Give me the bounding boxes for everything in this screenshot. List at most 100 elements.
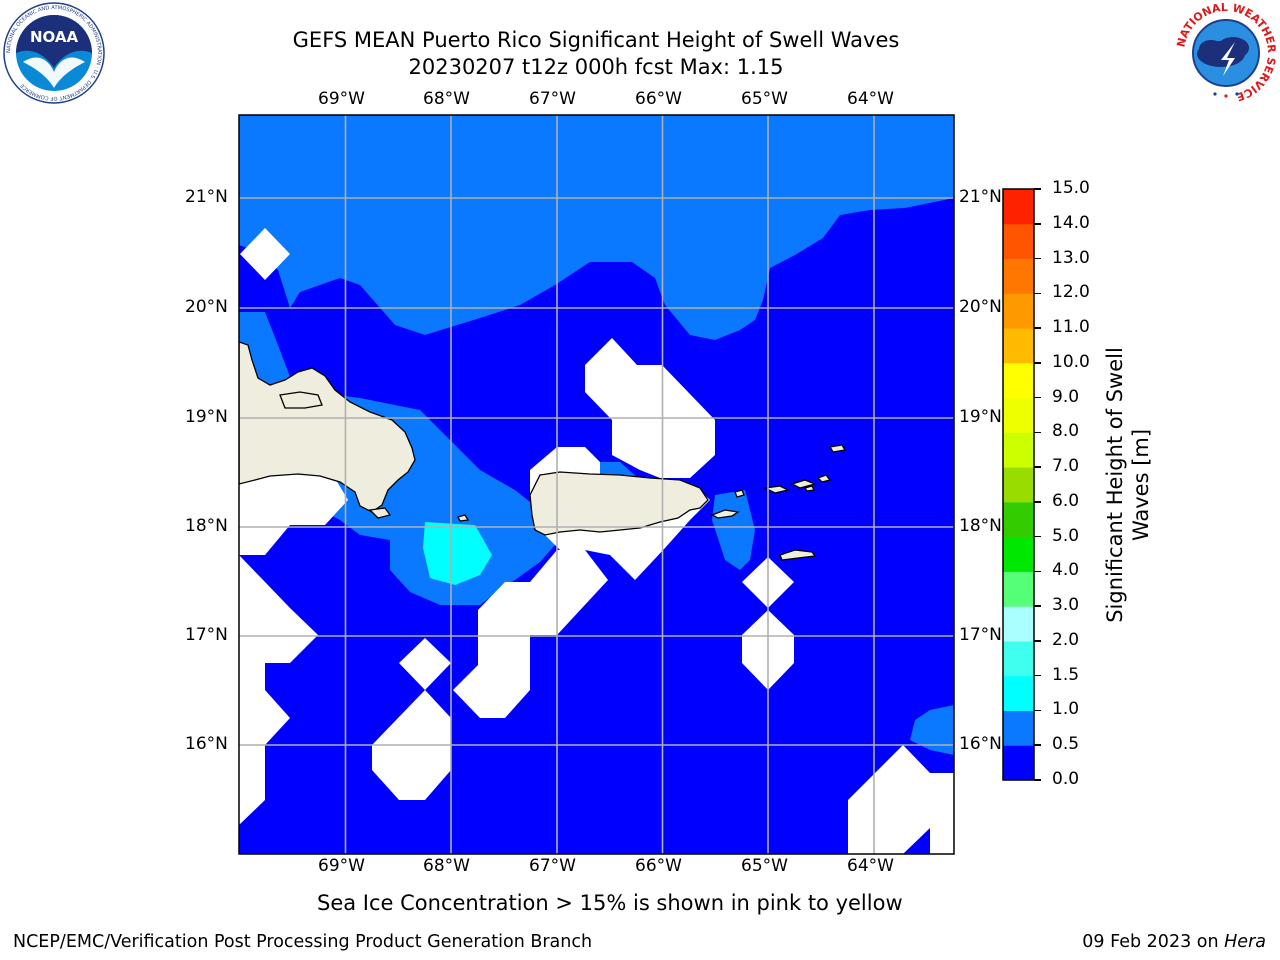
colorbar-tick-mark — [1034, 466, 1041, 468]
lat-label-right-19n: 19°N — [959, 407, 1002, 427]
sea-ice-note: Sea Ice Concentration > 15% is shown in … — [317, 891, 903, 915]
colorbar-cell-4 — [1003, 606, 1034, 642]
colorbar-label: Significant Height of Swell Waves [m] — [1102, 347, 1154, 623]
lat-label-left-18n: 18°N — [185, 516, 228, 536]
colorbar-tick-label: 9.0 — [1052, 386, 1080, 407]
colorbar-tick-label: 2.0 — [1052, 629, 1080, 650]
colorbar-tick-mark — [1034, 535, 1041, 538]
lon-label-bottom-66w: 66°W — [635, 856, 682, 876]
noaa-logo: NATIONAL OCEANIC AND ATMOSPHERIC ADMINIS… — [3, 2, 105, 104]
lat-label-right-20n: 20°N — [959, 297, 1002, 317]
colorbar-cell-3 — [1003, 640, 1034, 677]
st-thomas-island — [762, 485, 790, 494]
saona-island — [368, 507, 392, 519]
lat-label-right-18n: 18°N — [959, 516, 1002, 536]
colorbar-cell-15 — [1003, 223, 1034, 260]
colorbar-tick-mark — [1034, 223, 1041, 225]
culebra-island — [734, 489, 745, 498]
footer-date-text: 09 Feb 2023 on — [1082, 932, 1225, 952]
lat-label-left-19n: 19°N — [185, 407, 228, 427]
colorbar-cell-8 — [1003, 467, 1034, 503]
colorbar-tick-label: 1.5 — [1052, 664, 1080, 685]
colorbar-label-line2: Waves [m] — [1129, 428, 1153, 542]
anegada-island — [828, 444, 847, 453]
colorbar-tick-label: 13.0 — [1052, 247, 1090, 268]
colorbar-tick-label: 4.0 — [1052, 560, 1080, 581]
colorbar-tick-label: 11.0 — [1052, 317, 1090, 338]
colorbar-frame — [1002, 188, 1035, 781]
lon-label-top-66w: 66°W — [635, 89, 682, 109]
colorbar-tick-mark — [1034, 431, 1041, 434]
colorbar-cell-6 — [1003, 536, 1034, 572]
chart-subtitle: 20230207 t12z 000h fcst Max: 1.15 — [408, 55, 784, 79]
colorbar-cell-12 — [1003, 328, 1034, 364]
swell-band-0.5-1-north — [239, 115, 954, 340]
colorbar-cell-9 — [1003, 432, 1034, 468]
colorbar-tick-label: 0.5 — [1052, 734, 1080, 755]
lat-label-left-16n: 16°N — [185, 734, 228, 754]
colorbar-tick-mark — [1034, 779, 1041, 781]
lat-label-right-21n: 21°N — [959, 187, 1002, 207]
colorbar-tick-mark — [1034, 674, 1041, 677]
colorbar-tick-mark — [1034, 327, 1041, 329]
colorbar-cell-16 — [1003, 189, 1034, 225]
colorbar-tick-mark — [1034, 744, 1041, 746]
colorbar-tick-label: 15.0 — [1052, 178, 1090, 198]
colorbar-tick-label: 6.0 — [1052, 490, 1080, 511]
sombrero-island — [803, 485, 815, 492]
swell-band-0.5-1-east — [712, 490, 755, 570]
colorbar-tick-mark — [1034, 709, 1041, 712]
colorbar-tick-label: 10.0 — [1052, 351, 1090, 372]
colorbar-tick-mark — [1034, 188, 1041, 190]
puerto-rico — [529, 471, 709, 536]
samana-peninsula — [279, 391, 323, 409]
colorbar-cell-11 — [1003, 362, 1034, 399]
colorbar-cell-2 — [1003, 675, 1034, 711]
lon-label-bottom-69w: 69°W — [318, 856, 365, 876]
colorbar-label-line1: Significant Height of Swell — [1103, 347, 1127, 623]
st-croix-island — [779, 549, 817, 561]
noaa-logo-text: NOAA — [30, 28, 79, 46]
colorbar-tick-mark — [1034, 501, 1041, 503]
colorbar-tick-mark — [1034, 362, 1041, 364]
lon-label-top-68w: 68°W — [423, 89, 470, 109]
colorbar-tick-label: 3.0 — [1052, 595, 1080, 616]
vieques-island — [710, 509, 740, 519]
lon-label-top-64w: 64°W — [847, 89, 894, 109]
colorbar-tick-mark — [1034, 570, 1041, 573]
footer-date: 09 Feb 2023 on Hera — [1082, 932, 1266, 952]
chart-title: GEFS MEAN Puerto Rico Significant Height… — [292, 28, 900, 52]
colorbar — [1002, 188, 1035, 781]
lat-label-left-21n: 21°N — [185, 187, 228, 207]
footer-branch: NCEP/EMC/Verification Post Processing Pr… — [13, 932, 593, 952]
land-masses — [239, 341, 847, 561]
colorbar-cell-13 — [1003, 293, 1034, 329]
lon-label-bottom-65w: 65°W — [741, 856, 788, 876]
colorbar-tick-mark — [1034, 257, 1041, 260]
colorbar-tick-label: 12.0 — [1052, 282, 1090, 303]
colorbar-tick-label: 8.0 — [1052, 421, 1080, 442]
lon-label-bottom-64w: 64°W — [847, 856, 894, 876]
lon-label-top-65w: 65°W — [741, 89, 788, 109]
lat-label-right-17n: 17°N — [959, 625, 1002, 645]
swell-band-1-1.5 — [423, 522, 492, 585]
lat-label-left-17n: 17°N — [185, 625, 228, 645]
colorbar-cell-10 — [1003, 397, 1034, 433]
lat-label-right-16n: 16°N — [959, 734, 1002, 754]
colorbar-tick-label: 5.0 — [1052, 525, 1080, 546]
colorbar-cell-0 — [1003, 745, 1034, 781]
colorbar-tick-mark — [1034, 640, 1041, 642]
swell-band-0.5-1-se — [910, 705, 954, 755]
colorbar-tick-label: 0.0 — [1052, 769, 1080, 789]
colorbar-tick-label: 1.0 — [1052, 699, 1080, 720]
virgin-gorda-island — [816, 474, 832, 483]
map-frame — [238, 114, 955, 855]
lon-label-top-67w: 67°W — [529, 89, 576, 109]
lon-label-bottom-68w: 68°W — [423, 856, 470, 876]
no-data-areas — [239, 228, 954, 854]
colorbar-cell-5 — [1003, 571, 1034, 607]
nws-logo: NATIONAL WEATHER SERVICE — [1175, 2, 1277, 104]
lon-label-bottom-67w: 67°W — [529, 856, 576, 876]
colorbar-tick-mark — [1034, 396, 1041, 399]
